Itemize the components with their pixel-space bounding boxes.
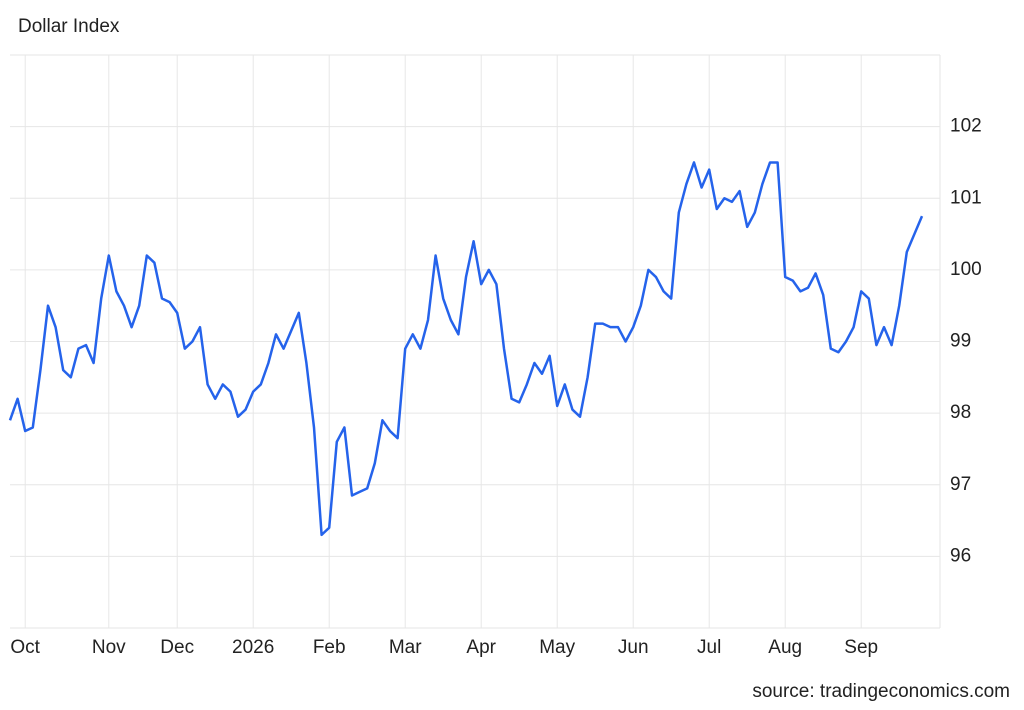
x-tick-label: Sep [844, 637, 878, 658]
source-note: source: tradingeconomics.com [752, 681, 1010, 702]
x-tick-label: Nov [92, 637, 126, 658]
y-tick-label: 96 [950, 545, 971, 566]
x-tick-label: Dec [160, 637, 194, 658]
y-tick-label: 99 [950, 331, 971, 352]
y-tick-label: 97 [950, 474, 971, 495]
x-tick-label: Mar [389, 637, 422, 658]
x-tick-label: Jun [618, 637, 649, 658]
price-line [8, 161, 924, 537]
x-tick-label: May [539, 637, 575, 658]
x-tick-label: Aug [768, 637, 802, 658]
y-tick-label: 98 [950, 402, 971, 423]
y-tick-label: 100 [950, 259, 982, 280]
x-tick-label: 2026 [232, 637, 274, 658]
x-tick-label: Apr [466, 637, 496, 658]
x-tick-label: Jul [697, 637, 721, 658]
chart-title: Dollar Index [18, 16, 120, 37]
x-tick-label: Oct [10, 637, 40, 658]
x-tick-label: Feb [313, 637, 346, 658]
y-tick-label: 101 [950, 187, 982, 208]
y-tick-label: 102 [950, 116, 982, 137]
